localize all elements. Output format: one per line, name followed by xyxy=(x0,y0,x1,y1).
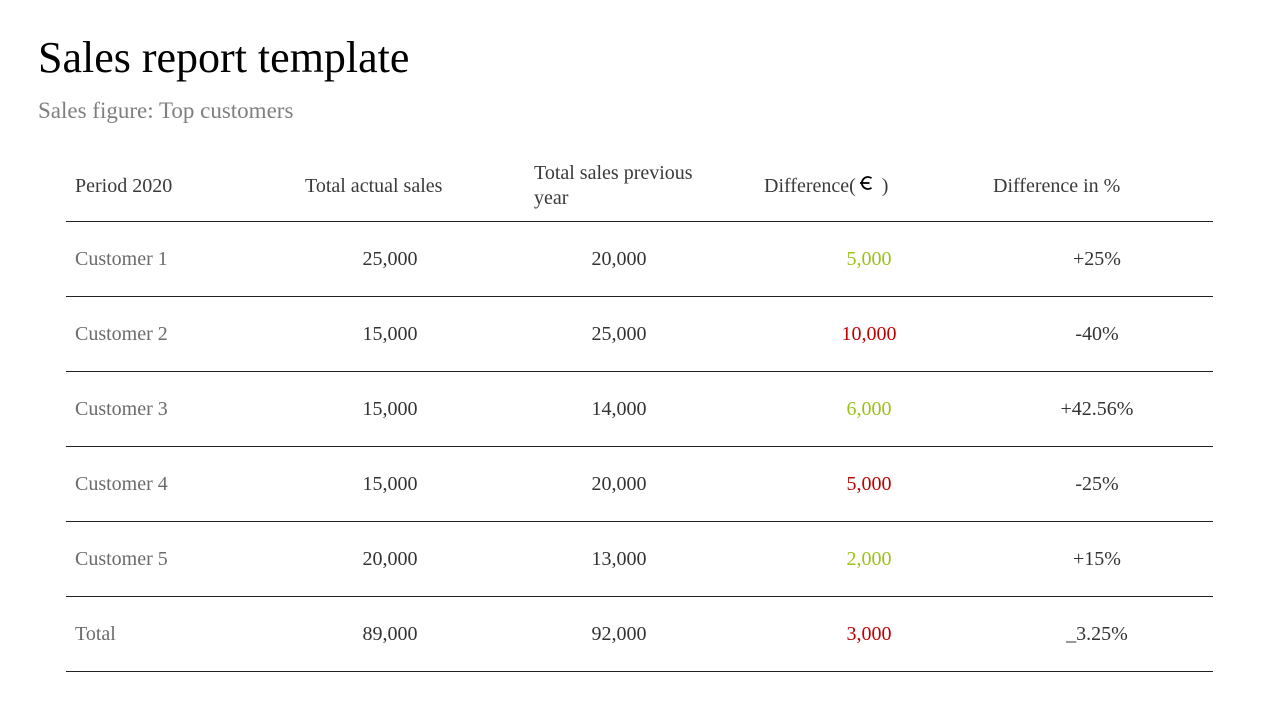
cell-previous-sales: 13,000 xyxy=(569,547,669,571)
cell-previous-sales: 20,000 xyxy=(569,472,669,496)
cell-actual-sales: 20,000 xyxy=(340,547,440,571)
header-total-actual-sales: Total actual sales xyxy=(305,174,442,199)
cell-difference: 2,000 xyxy=(819,547,919,571)
cell-difference: 3,000 xyxy=(819,622,919,646)
header-difference: Difference( ) xyxy=(764,174,888,201)
cell-difference-percent: +15% xyxy=(1047,547,1147,571)
cell-customer: Customer 2 xyxy=(75,322,168,346)
table-row: Customer 3 15,000 14,000 6,000 +42.56% xyxy=(66,372,1213,447)
table-row-total: Total 89,000 92,000 3,000 _3.25% xyxy=(66,597,1213,672)
cell-difference: 6,000 xyxy=(819,397,919,421)
cell-difference-percent: +25% xyxy=(1047,247,1147,271)
cell-previous-sales: 25,000 xyxy=(569,322,669,346)
cell-customer: Customer 1 xyxy=(75,247,168,271)
cell-previous-sales: 20,000 xyxy=(569,247,669,271)
cell-difference-percent: _3.25% xyxy=(1047,622,1147,646)
cell-actual-sales: 15,000 xyxy=(340,322,440,346)
cell-difference: 10,000 xyxy=(819,322,919,346)
cell-customer: Total xyxy=(75,622,116,646)
cell-difference: 5,000 xyxy=(819,472,919,496)
header-difference-label: Difference( xyxy=(764,175,856,197)
cell-customer: Customer 3 xyxy=(75,397,168,421)
cell-actual-sales: 89,000 xyxy=(340,622,440,646)
table-header-row: Period 2020 Total actual sales Total sal… xyxy=(66,150,1213,222)
cell-difference-percent: -25% xyxy=(1047,472,1147,496)
header-difference-suffix: ) xyxy=(877,175,889,197)
cell-actual-sales: 15,000 xyxy=(340,472,440,496)
cell-previous-sales: 14,000 xyxy=(569,397,669,421)
sales-table: Period 2020 Total actual sales Total sal… xyxy=(66,150,1213,672)
table-row: Customer 2 15,000 25,000 10,000 -40% xyxy=(66,297,1213,372)
cell-previous-sales: 92,000 xyxy=(569,622,669,646)
cell-difference-percent: +42.56% xyxy=(1047,397,1147,421)
table-row: Customer 1 25,000 20,000 5,000 +25% xyxy=(66,222,1213,297)
cell-customer: Customer 4 xyxy=(75,472,168,496)
table-row: Customer 5 20,000 13,000 2,000 +15% xyxy=(66,522,1213,597)
page-title: Sales report template xyxy=(38,30,409,86)
header-difference-percent: Difference in % xyxy=(993,174,1120,199)
cell-customer: Customer 5 xyxy=(75,547,168,571)
cell-difference-percent: -40% xyxy=(1047,322,1147,346)
cell-actual-sales: 15,000 xyxy=(340,397,440,421)
cell-actual-sales: 25,000 xyxy=(340,247,440,271)
page-subtitle: Sales figure: Top customers xyxy=(38,96,293,126)
header-period: Period 2020 xyxy=(75,174,172,199)
cell-difference: 5,000 xyxy=(819,247,919,271)
header-total-sales-previous-year: Total sales previous year xyxy=(534,161,714,211)
euro-icon xyxy=(858,174,876,199)
table-row: Customer 4 15,000 20,000 5,000 -25% xyxy=(66,447,1213,522)
